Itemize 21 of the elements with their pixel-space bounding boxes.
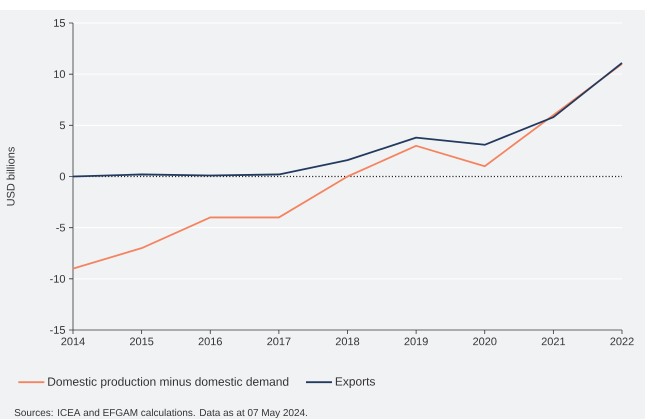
y-tick-label: -15 [50, 326, 66, 334]
x-tick-label: 2020 [473, 338, 496, 346]
source-note: Sources: ICEA and EFGAM calculations. Data as at 07 May 2024. [14, 408, 307, 418]
y-tick-label: 15 [54, 19, 66, 27]
legend-label: Domestic production minus domestic demand [48, 377, 288, 388]
y-tick-label: -10 [50, 274, 66, 283]
y-tick-label: 10 [54, 70, 66, 78]
x-tick-label: 2021 [542, 338, 566, 346]
x-tick-label: 2019 [404, 338, 428, 346]
y-tick-label: -5 [56, 224, 66, 232]
x-tick-label: 2018 [336, 338, 360, 346]
y-tick-label: 5 [60, 122, 66, 130]
y-axis-title: USD billions [6, 147, 15, 206]
x-tick-label: 2022 [610, 338, 634, 346]
x-tick-label: 2015 [130, 338, 154, 346]
x-tick-label: 2014 [61, 338, 85, 346]
x-tick-label: 2016 [198, 338, 222, 346]
legend-label: Exports [336, 377, 375, 388]
line-series [72, 62, 623, 178]
y-tick-label: 0 [60, 172, 66, 180]
x-tick-label: 2017 [267, 338, 291, 346]
